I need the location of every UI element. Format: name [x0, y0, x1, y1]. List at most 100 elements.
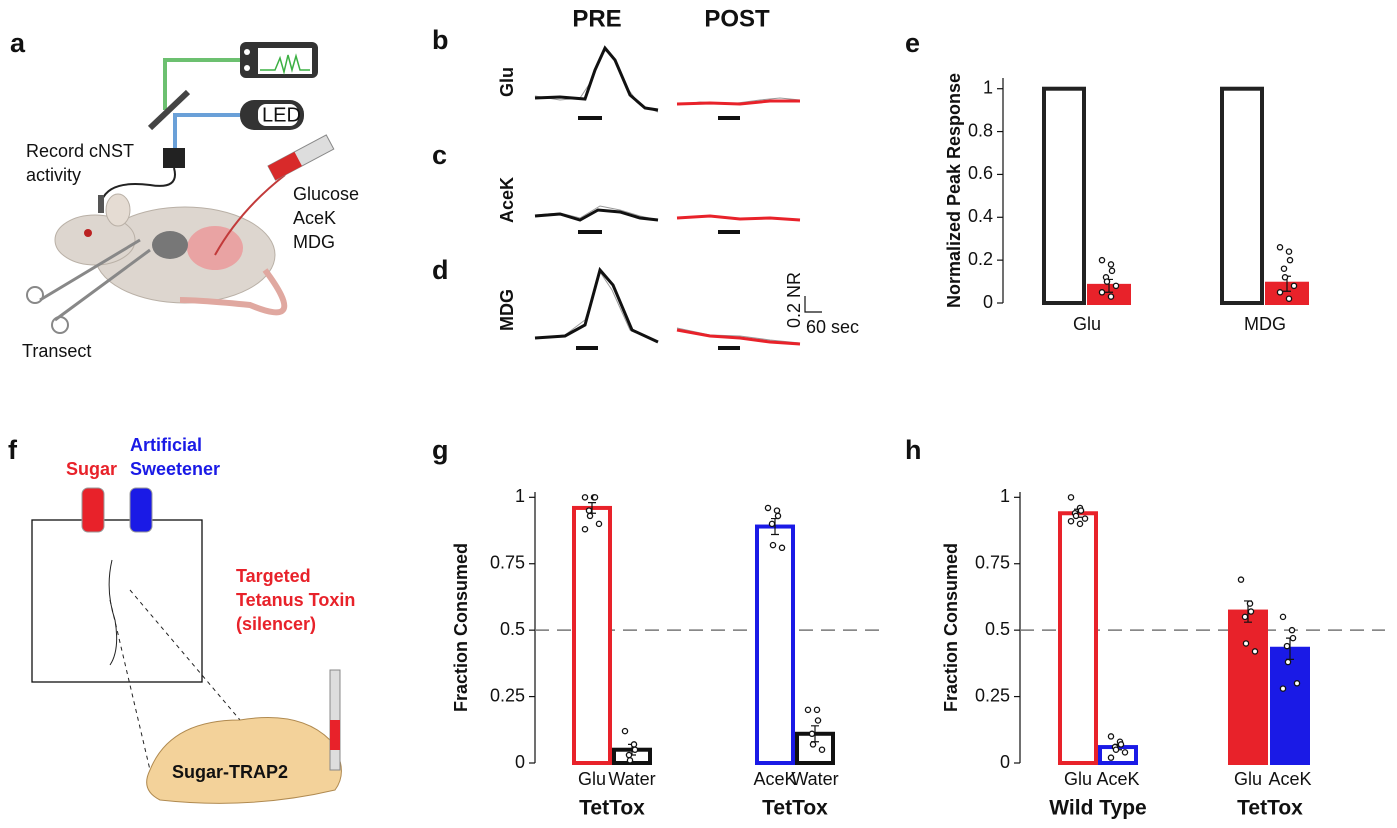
- y-axis-label: Fraction Consumed: [451, 543, 471, 712]
- data-point: [1117, 741, 1125, 748]
- x-tick-label: AceK: [753, 769, 796, 789]
- y-tick-label: 1: [983, 77, 993, 97]
- data-point: [1072, 512, 1080, 520]
- row-label: MDG: [497, 289, 517, 331]
- data-point: [1285, 248, 1293, 255]
- data-point: [1098, 256, 1106, 264]
- row-label: Glu: [497, 67, 517, 97]
- data-point: [591, 494, 599, 501]
- bar: [1058, 511, 1098, 765]
- data-point: [773, 507, 781, 514]
- data-point: [1289, 634, 1297, 642]
- scale-label: 60 sec: [806, 317, 859, 337]
- data-point: [768, 520, 776, 528]
- panel-label: g: [432, 435, 449, 465]
- annotation: Sugar-TRAP2: [172, 762, 288, 782]
- group-label: TetTox: [762, 797, 828, 820]
- annotation: (silencer): [236, 614, 316, 634]
- data-point: [808, 730, 816, 738]
- panel-label: e: [905, 28, 920, 58]
- data-point: [1280, 265, 1288, 272]
- y-tick-label: 0: [1000, 752, 1010, 772]
- data-point: [1276, 244, 1284, 251]
- x-tick-label: Glu: [578, 769, 606, 789]
- annotation: Sugar: [66, 459, 117, 479]
- data-point: [1279, 685, 1287, 692]
- data-point: [595, 520, 603, 528]
- bar: [1228, 609, 1268, 766]
- data-point: [625, 751, 633, 759]
- data-point: [804, 706, 812, 714]
- data-point: [630, 741, 638, 748]
- annotation: Tetanus Toxin: [236, 590, 355, 610]
- data-point: [1098, 289, 1106, 296]
- data-point: [1112, 282, 1120, 290]
- y-axis-label: Fraction Consumed: [941, 543, 961, 712]
- data-point: [1107, 261, 1115, 268]
- data-point: [1112, 746, 1120, 753]
- scale-label: 0.2 NR: [784, 272, 804, 328]
- x-tick-label: Glu: [1234, 769, 1262, 789]
- column-label: PRE: [572, 5, 621, 32]
- data-point: [631, 746, 639, 753]
- data-point: [1076, 520, 1084, 528]
- data-point: [814, 717, 822, 724]
- data-point: [1293, 680, 1301, 687]
- data-point: [818, 746, 826, 753]
- data-point: [1067, 517, 1075, 525]
- y-tick-label: 0.6: [968, 163, 993, 183]
- y-tick-label: 0.75: [975, 552, 1010, 572]
- x-tick-label: Water: [791, 769, 838, 789]
- annotation: Transect: [22, 341, 91, 361]
- data-point: [581, 525, 589, 533]
- data-point: [586, 512, 594, 520]
- y-tick-label: 1: [515, 486, 525, 506]
- data-point: [1107, 754, 1115, 761]
- data-point: [1281, 274, 1289, 281]
- data-point: [1288, 626, 1296, 634]
- y-tick-label: 0: [983, 292, 993, 312]
- annotation: Artificial: [130, 435, 202, 455]
- data-point: [1279, 613, 1287, 621]
- row-label: AceK: [497, 177, 517, 223]
- data-point: [1247, 608, 1255, 615]
- panel-label: f: [8, 435, 18, 465]
- data-point: [1276, 289, 1284, 296]
- x-tick-label: Water: [608, 769, 655, 789]
- data-point: [585, 507, 593, 514]
- data-point: [809, 741, 817, 748]
- group-label: TetTox: [579, 797, 645, 820]
- data-point: [621, 727, 629, 735]
- data-point: [626, 757, 634, 764]
- annotation: Record cNST: [26, 141, 134, 161]
- data-point: [1251, 648, 1259, 655]
- y-tick-label: 0.2: [968, 249, 993, 269]
- group-label: Wild Type: [1049, 797, 1146, 820]
- data-point: [774, 512, 782, 520]
- x-tick-label: Glu: [1073, 314, 1101, 334]
- annotation: Glucose: [293, 184, 359, 204]
- column-label: POST: [704, 5, 770, 32]
- panel-label: c: [432, 140, 447, 170]
- data-point: [764, 504, 772, 512]
- bar: [755, 524, 795, 766]
- rig-illustration: [26, 42, 335, 334]
- y-tick-label: 0.25: [490, 685, 525, 705]
- data-point: [1107, 733, 1115, 740]
- y-tick-label: 0.5: [500, 619, 525, 639]
- bar: [1270, 646, 1310, 765]
- y-tick-label: 0.5: [985, 619, 1010, 639]
- bar: [572, 505, 612, 765]
- data-point: [1108, 267, 1116, 275]
- panel-label: a: [10, 28, 26, 58]
- y-tick-label: 0.75: [490, 552, 525, 572]
- annotation: activity: [26, 165, 81, 185]
- y-tick-label: 0.4: [968, 206, 993, 226]
- panel-label: b: [432, 25, 449, 55]
- group-label: TetTox: [1237, 797, 1303, 820]
- panel-label: h: [905, 435, 922, 465]
- data-point: [778, 544, 786, 552]
- data-point: [581, 494, 589, 501]
- data-point: [1081, 515, 1089, 522]
